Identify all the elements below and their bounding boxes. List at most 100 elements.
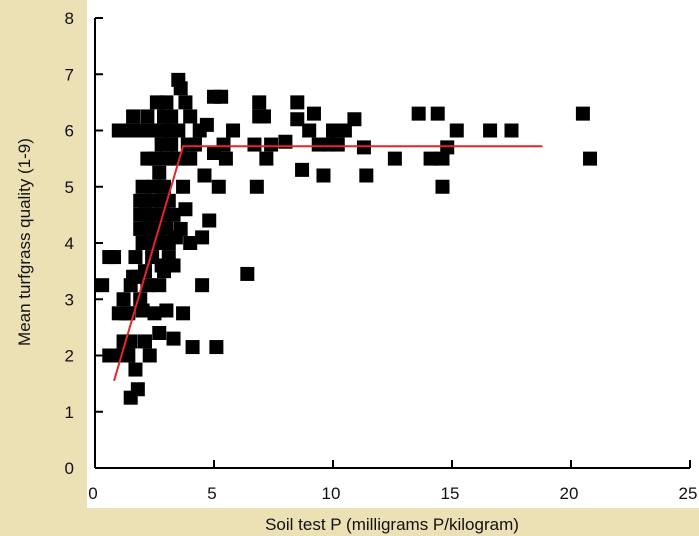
y-axis-ticks: 0 1 2 3 4 5 6 7 8 — [65, 9, 103, 478]
data-point — [247, 137, 262, 152]
data-point — [330, 137, 345, 152]
y-tick-label: 7 — [65, 65, 74, 84]
data-point — [95, 278, 110, 293]
data-point — [211, 179, 226, 194]
data-point — [147, 151, 162, 166]
data-point — [183, 236, 198, 250]
data-point — [209, 340, 224, 355]
y-tick-label: 6 — [65, 122, 74, 141]
y-tick-label: 8 — [65, 9, 74, 28]
data-point — [347, 112, 362, 127]
data-point — [137, 264, 152, 279]
data-point — [387, 151, 402, 166]
data-point — [176, 179, 191, 194]
data-point — [140, 109, 155, 124]
plot-area — [87, 0, 699, 508]
data-point — [214, 89, 229, 104]
data-point — [337, 123, 352, 138]
data-point — [183, 109, 198, 124]
x-axis-ticks: 0 5 10 15 20 25 — [88, 460, 697, 503]
data-point — [197, 168, 212, 183]
data-point — [483, 123, 498, 138]
data-point — [195, 278, 210, 293]
y-tick-label: 0 — [65, 459, 74, 478]
data-point — [583, 151, 598, 166]
data-point — [187, 137, 202, 152]
x-tick-label: 25 — [679, 484, 698, 503]
data-point — [121, 306, 136, 321]
data-point — [157, 179, 172, 194]
data-point — [135, 303, 150, 318]
data-point — [159, 95, 174, 110]
data-point — [152, 326, 167, 340]
data-point — [575, 106, 590, 121]
data-point — [159, 151, 174, 166]
data-point — [178, 202, 193, 217]
data-point — [195, 230, 210, 245]
data-point — [147, 306, 162, 321]
data-point — [430, 106, 445, 121]
data-point — [290, 95, 305, 110]
data-point — [256, 109, 271, 124]
data-point — [130, 382, 145, 397]
data-point — [111, 123, 126, 138]
data-point — [126, 109, 141, 124]
x-tick-label: 20 — [560, 484, 579, 503]
data-point — [411, 106, 426, 121]
x-tick-label: 10 — [322, 484, 341, 503]
data-point — [295, 162, 310, 177]
data-point — [135, 179, 150, 194]
data-point — [435, 151, 450, 166]
data-point — [116, 292, 131, 307]
data-point — [152, 165, 167, 180]
y-tick-label: 1 — [65, 403, 74, 422]
data-point — [326, 123, 340, 138]
y-tick-label: 2 — [65, 347, 74, 366]
y-tick-label: 4 — [65, 234, 74, 253]
data-point — [264, 137, 279, 152]
data-point — [178, 95, 193, 110]
data-point — [216, 137, 231, 152]
data-point — [218, 151, 233, 166]
data-point — [159, 123, 174, 138]
fit-line — [113, 145, 543, 382]
data-point — [128, 362, 143, 377]
data-point — [449, 123, 464, 138]
data-point — [152, 278, 167, 293]
data-point — [107, 250, 122, 265]
fit-line-layer — [113, 145, 543, 382]
data-point — [171, 151, 186, 166]
data-point — [226, 123, 241, 138]
data-point — [252, 95, 267, 110]
data-point — [440, 140, 455, 155]
data-point — [504, 123, 519, 138]
data-point — [166, 207, 181, 222]
x-axis-title: Soil test P (milligrams P/kilogram) — [265, 515, 519, 534]
data-point — [290, 112, 305, 127]
data-point — [259, 151, 274, 166]
x-tick-label: 15 — [441, 484, 460, 503]
y-axis-title: Mean turfgrass quality (1-9) — [15, 138, 34, 346]
data-point — [356, 140, 371, 155]
data-point — [306, 106, 321, 121]
data-point — [121, 348, 136, 363]
data-point — [249, 179, 264, 194]
data-point — [164, 137, 179, 152]
data-point — [176, 306, 191, 321]
x-tick-label: 5 — [207, 484, 216, 503]
x-tick-label: 0 — [88, 484, 97, 503]
data-point — [202, 213, 217, 228]
data-point — [423, 151, 438, 166]
y-tick-label: 3 — [65, 290, 74, 309]
data-point — [166, 258, 181, 273]
data-point — [166, 331, 181, 346]
data-point — [183, 151, 198, 166]
data-point — [199, 117, 214, 132]
data-point — [164, 109, 179, 124]
data-point — [240, 266, 255, 281]
data-point — [142, 348, 157, 363]
y-tick-label: 5 — [65, 178, 74, 197]
data-point — [173, 81, 188, 96]
data-point — [435, 179, 450, 194]
